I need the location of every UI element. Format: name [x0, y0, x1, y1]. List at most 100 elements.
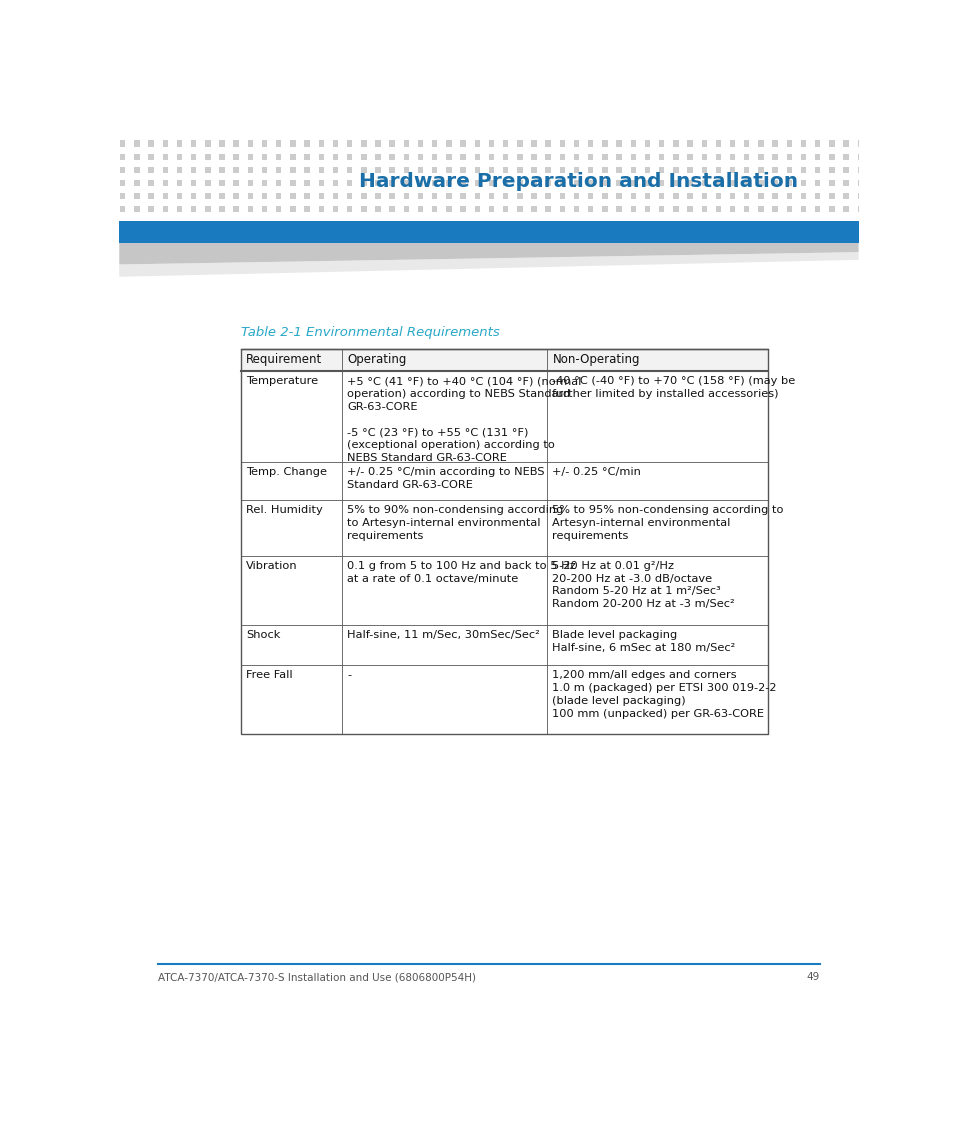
Bar [460, 153, 465, 160]
Bar [686, 167, 692, 173]
Bar [120, 180, 125, 185]
Bar [120, 206, 125, 212]
Text: ATCA-7370/ATCA-7370-S Installation and Use (6806800P54H): ATCA-7370/ATCA-7370-S Installation and U… [158, 972, 476, 982]
Bar [800, 167, 805, 173]
Bar [616, 141, 621, 147]
Bar [205, 167, 211, 173]
Bar [559, 153, 564, 160]
Bar [176, 167, 182, 173]
Bar [814, 206, 820, 212]
Bar [149, 192, 153, 199]
Bar [361, 141, 366, 147]
Text: Requirement: Requirement [246, 354, 322, 366]
Bar [134, 141, 139, 147]
Bar [149, 180, 153, 185]
Bar [446, 206, 451, 212]
Bar [686, 180, 692, 185]
Bar [403, 192, 409, 199]
Bar [275, 141, 281, 147]
Bar [814, 141, 820, 147]
Bar [432, 206, 437, 212]
Bar [502, 141, 508, 147]
Bar [531, 206, 537, 212]
Bar [275, 167, 281, 173]
Bar [574, 206, 578, 212]
Bar [403, 141, 409, 147]
Bar [275, 206, 281, 212]
Bar [460, 206, 465, 212]
Bar [729, 206, 735, 212]
Bar [241, 349, 767, 734]
Bar [531, 153, 537, 160]
Bar [545, 180, 550, 185]
Bar [432, 167, 437, 173]
Bar [134, 206, 139, 212]
Bar [417, 192, 423, 199]
Bar [361, 206, 366, 212]
Bar [361, 167, 366, 173]
Bar [261, 180, 267, 185]
Bar [502, 153, 508, 160]
Bar [446, 192, 451, 199]
Bar [673, 153, 678, 160]
Text: 0.1 g from 5 to 100 Hz and back to 5 Hz
at a rate of 0.1 octave/minute: 0.1 g from 5 to 100 Hz and back to 5 Hz … [347, 561, 576, 584]
Bar [715, 141, 720, 147]
Bar [233, 167, 238, 173]
Bar [318, 167, 324, 173]
Bar [417, 141, 423, 147]
Bar [290, 206, 295, 212]
Bar [517, 206, 522, 212]
Bar [219, 180, 225, 185]
Bar [375, 180, 380, 185]
Bar [333, 153, 337, 160]
Bar [219, 206, 225, 212]
Bar [318, 206, 324, 212]
Bar [290, 192, 295, 199]
Bar [333, 192, 337, 199]
Bar [517, 167, 522, 173]
Bar [842, 153, 848, 160]
Bar [375, 192, 380, 199]
Bar [786, 167, 791, 173]
Bar [559, 192, 564, 199]
Bar [389, 192, 395, 199]
Bar [474, 206, 479, 212]
Bar [700, 167, 706, 173]
Bar [758, 153, 762, 160]
Bar [772, 167, 777, 173]
Bar [417, 180, 423, 185]
Bar [673, 167, 678, 173]
Bar [842, 141, 848, 147]
Bar [347, 206, 352, 212]
Bar [261, 141, 267, 147]
Bar [630, 192, 636, 199]
Bar [432, 153, 437, 160]
Bar [857, 141, 862, 147]
Bar [587, 167, 593, 173]
Bar [545, 141, 550, 147]
Bar [304, 206, 310, 212]
Bar [828, 141, 834, 147]
Bar [333, 180, 337, 185]
Text: Temperature: Temperature [246, 376, 318, 386]
Bar [403, 206, 409, 212]
Bar [644, 192, 650, 199]
Bar [673, 206, 678, 212]
Bar [176, 153, 182, 160]
Bar [149, 153, 153, 160]
Text: Vibration: Vibration [246, 561, 297, 571]
Bar [800, 192, 805, 199]
Bar [673, 192, 678, 199]
Bar [176, 141, 182, 147]
Bar [729, 180, 735, 185]
Bar [446, 167, 451, 173]
Bar [601, 180, 607, 185]
Bar [248, 167, 253, 173]
Bar [290, 167, 295, 173]
Bar [502, 206, 508, 212]
Bar [134, 180, 139, 185]
Bar [219, 141, 225, 147]
Text: 49: 49 [805, 972, 819, 982]
Bar [389, 180, 395, 185]
Bar [644, 180, 650, 185]
